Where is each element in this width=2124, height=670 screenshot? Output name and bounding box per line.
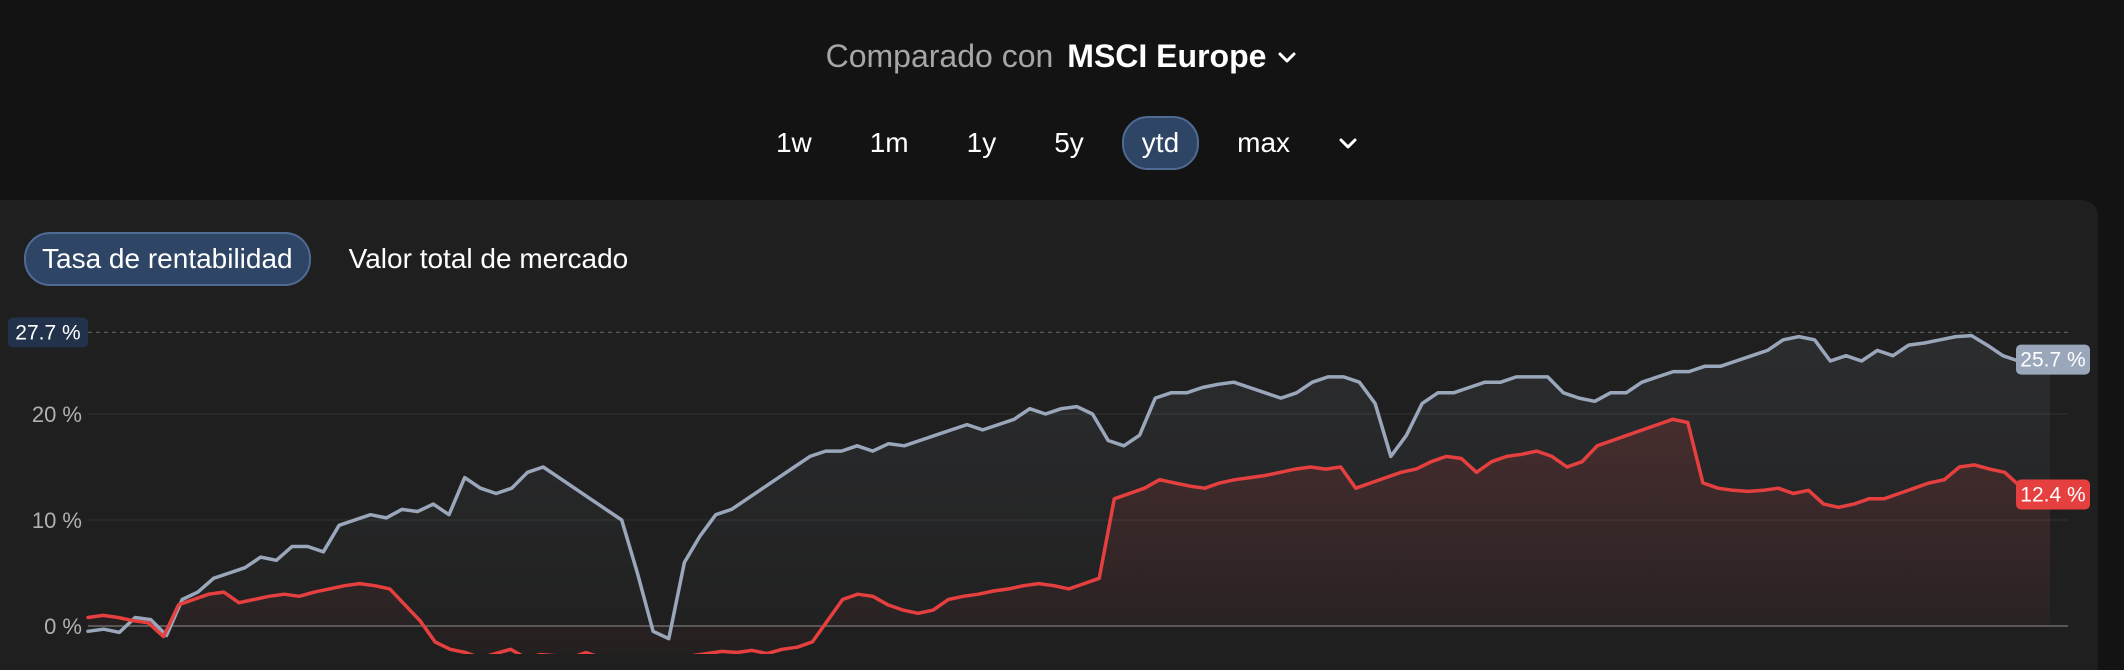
period-1w[interactable]: 1w bbox=[775, 127, 812, 158]
tab-total-market-value[interactable]: Valor total de mercado bbox=[348, 243, 629, 274]
msci-series-end-badge bbox=[2016, 344, 2090, 375]
compare-label: Comparado con bbox=[825, 38, 1054, 74]
period-ytd[interactable]: ytd bbox=[1121, 116, 1200, 170]
portfolio-series-end-badge bbox=[2016, 479, 2090, 510]
portfolio-series-line bbox=[86, 417, 2052, 654]
portfolio-series-end-label: 12.4 % bbox=[2020, 484, 2085, 507]
period-max[interactable]: max bbox=[1237, 127, 1291, 158]
performance-chart: 0 % 10 % 20 % 27.7 % 25.7 % 12.4 % bbox=[8, 317, 2090, 654]
tab-rate-of-return[interactable]: Tasa de rentabilidad bbox=[24, 232, 311, 286]
period-1y[interactable]: 1y bbox=[966, 127, 997, 158]
benchmark-name: MSCI Europe bbox=[1067, 38, 1267, 74]
portfolio-series-area bbox=[88, 419, 2050, 654]
benchmark-selector: Comparado con MSCI Europe bbox=[0, 38, 2124, 75]
msci-series-line bbox=[86, 333, 2052, 641]
y-tick-label: 0 % bbox=[44, 614, 82, 639]
msci-series-end-label: 25.7 % bbox=[2020, 349, 2085, 372]
period-5y[interactable]: 5y bbox=[1054, 127, 1084, 158]
chevron-down-icon bbox=[1278, 52, 1296, 62]
period-1m[interactable]: 1m bbox=[869, 127, 909, 158]
y-tick-label: 20 % bbox=[32, 402, 82, 427]
metric-tabs: Tasa de rentabilidad Valor total de merc… bbox=[24, 232, 646, 286]
period-selector: 1w 1m 1y 5y ytd max bbox=[0, 116, 2124, 170]
max-marker-badge bbox=[8, 317, 88, 348]
benchmark-dropdown[interactable]: MSCI Europe bbox=[1067, 38, 1298, 75]
max-marker-label: 27.7 % bbox=[15, 321, 80, 344]
chevron-down-icon bbox=[1339, 138, 1357, 149]
more-periods-dropdown[interactable] bbox=[1328, 123, 1368, 163]
y-tick-label: 10 % bbox=[32, 508, 82, 533]
